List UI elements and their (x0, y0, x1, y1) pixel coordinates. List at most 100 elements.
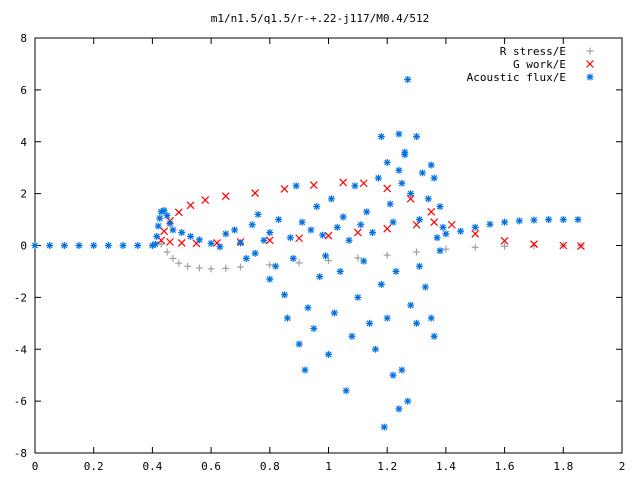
data-point (345, 236, 353, 244)
y-tick-label: -2 (14, 291, 27, 304)
y-tick-label: 6 (20, 84, 27, 97)
data-point (353, 228, 362, 237)
data-point (404, 76, 412, 83)
data-point (354, 254, 362, 262)
data-point (404, 397, 412, 405)
data-point (160, 206, 168, 214)
data-point (292, 182, 300, 190)
data-point (559, 216, 567, 224)
data-point (195, 264, 203, 272)
data-point (545, 216, 553, 224)
data-point (322, 252, 330, 260)
data-point (457, 227, 465, 235)
data-point (427, 161, 435, 169)
data-point (389, 218, 397, 226)
data-point (336, 267, 344, 275)
data-point (242, 254, 250, 262)
data-point (424, 195, 432, 203)
data-point (295, 234, 304, 243)
data-point (442, 230, 450, 238)
data-point (236, 263, 244, 271)
data-point (348, 332, 356, 340)
data-point (195, 236, 203, 244)
data-point (156, 214, 164, 222)
data-point (407, 301, 415, 309)
data-point (430, 174, 438, 182)
data-point (327, 195, 335, 203)
data-point (433, 234, 441, 242)
data-point (501, 218, 509, 226)
data-point (380, 423, 388, 431)
data-point (324, 231, 333, 240)
data-point (236, 239, 244, 247)
legend-marker (586, 47, 594, 55)
data-point (325, 257, 332, 265)
data-point (46, 242, 54, 249)
data-point (154, 222, 162, 230)
data-point (415, 262, 423, 270)
data-point (289, 254, 297, 262)
data-point (374, 174, 382, 182)
data-point (330, 309, 338, 317)
data-point (436, 247, 444, 255)
legend-label: Acoustic flux/E (467, 71, 566, 84)
data-point (366, 319, 374, 327)
data-point (430, 332, 438, 340)
chart-title: m1/n1.5/q1.5/r-+.22-j117/M0.4/512 (211, 12, 430, 25)
data-point (221, 192, 230, 201)
data-point (407, 190, 415, 198)
data-point (398, 366, 406, 374)
data-point (395, 166, 403, 174)
data-point (157, 240, 165, 248)
data-point (530, 240, 538, 249)
legend-label: R stress/E (500, 45, 566, 58)
data-point (415, 216, 423, 224)
data-point (266, 261, 274, 269)
data-point (501, 242, 509, 250)
data-point (207, 265, 215, 273)
data-point (471, 229, 480, 238)
data-point (186, 201, 195, 210)
data-point (430, 218, 439, 227)
data-point (386, 200, 394, 208)
data-point (363, 208, 371, 216)
x-tick-label: 0 (32, 460, 39, 473)
data-point (222, 230, 230, 238)
data-point (418, 169, 426, 177)
data-point (427, 207, 436, 216)
data-point (383, 224, 392, 233)
data-point (90, 242, 98, 249)
series-3 (31, 76, 582, 431)
axes: 0 0.2 0.4 0.6 0.8 1 1.2 1.4 1.6 1.8 2 -8 -6 -4 -2 0 2 4 6 8 (14, 32, 626, 473)
x-tick-label: 1.2 (377, 460, 397, 473)
x-tick-label: 0.4 (142, 460, 162, 473)
data-point (222, 264, 230, 272)
legend-marker (586, 73, 594, 81)
data-point (301, 366, 309, 374)
data-point (60, 242, 68, 249)
data-point (275, 216, 283, 224)
data-point (371, 345, 379, 353)
data-point (163, 212, 171, 220)
x-tick-label: 0.2 (84, 460, 104, 473)
data-point (174, 208, 183, 217)
data-point (304, 304, 312, 312)
data-point (316, 273, 324, 281)
data-point (530, 242, 538, 250)
data-point (471, 243, 479, 251)
data-point (201, 196, 210, 205)
data-point (354, 293, 362, 301)
data-point (213, 238, 221, 247)
data-point (178, 229, 186, 237)
data-point (530, 216, 538, 224)
y-tick-label: 8 (20, 32, 27, 45)
data-point (286, 234, 294, 242)
data-point (248, 221, 256, 229)
data-point (427, 314, 435, 322)
data-point (280, 185, 289, 193)
data-point (295, 259, 303, 267)
data-point (216, 243, 224, 251)
data-point (500, 236, 509, 245)
data-point (184, 262, 192, 270)
